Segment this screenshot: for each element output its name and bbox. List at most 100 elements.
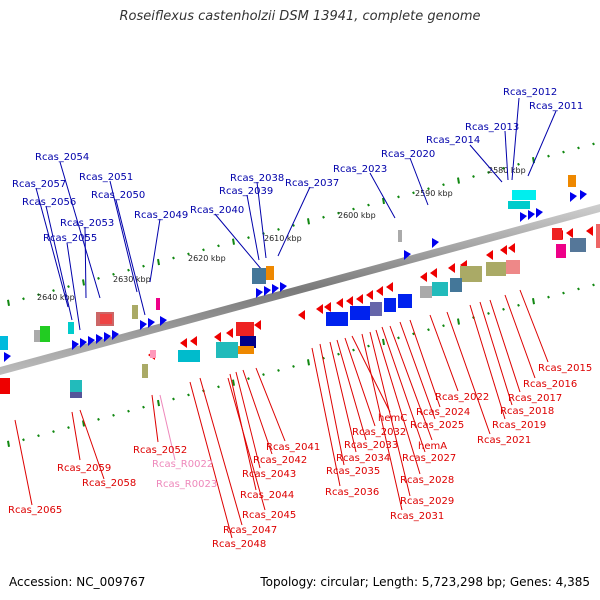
scale-tick xyxy=(307,218,310,225)
scale-tick xyxy=(382,197,385,205)
gene-label[interactable]: Rcas_2053 xyxy=(60,218,114,229)
gene-label[interactable]: Rcas_2040 xyxy=(190,205,244,216)
gene-block xyxy=(156,298,160,310)
gene-label[interactable]: Rcas_2014 xyxy=(426,135,480,146)
scale-tick xyxy=(382,338,385,346)
reverse-leader-lines xyxy=(14,289,549,539)
scale-tick xyxy=(517,303,520,307)
gene-label[interactable]: Rcas_2023 xyxy=(333,164,387,175)
gene-label[interactable]: Rcas_2029 xyxy=(400,496,454,507)
gene-block xyxy=(512,190,536,200)
gene-label[interactable]: Rcas_2065 xyxy=(8,505,62,516)
gene-label[interactable]: Rcas_2038 xyxy=(230,173,284,184)
gene-label[interactable]: Rcas_2034 xyxy=(336,453,390,464)
map-title: Roseiflexus castenholzii DSM 13941, comp… xyxy=(119,9,481,24)
gene-label[interactable]: Rcas_2035 xyxy=(326,466,380,477)
gene-label[interactable]: Rcas_2019 xyxy=(492,420,546,431)
reverse-gene xyxy=(430,268,437,278)
forward-gene xyxy=(160,316,167,326)
scale-tick xyxy=(292,223,295,227)
reverse-gene xyxy=(316,304,323,314)
gene-label[interactable]: Rcas_2059 xyxy=(57,463,111,474)
gene-label[interactable]: Rcas_2043 xyxy=(242,469,296,480)
gene-block xyxy=(596,224,600,248)
gene-label[interactable]: Rcas_2057 xyxy=(12,179,66,190)
gene-label[interactable]: Rcas_2022 xyxy=(435,392,489,403)
gene-label[interactable]: hemC xyxy=(378,413,407,424)
rna-label[interactable]: Rcas_R0023 xyxy=(156,479,217,490)
scale-tick xyxy=(592,283,595,287)
gene-label[interactable]: Rcas_2021 xyxy=(477,435,531,446)
scale-tick xyxy=(427,187,430,191)
gene-label[interactable]: Rcas_2031 xyxy=(390,511,444,522)
gene-label[interactable]: Rcas_2042 xyxy=(253,455,307,466)
reverse-gene-labels: Rcas_2015 Rcas_2016 Rcas_2017 Rcas_2018 … xyxy=(8,363,592,550)
forward-leader-lines xyxy=(35,97,557,331)
gene-label[interactable]: Rcas_2056 xyxy=(22,197,76,208)
reverse-gene xyxy=(586,226,593,236)
gene-label[interactable]: Rcas_2045 xyxy=(242,510,296,521)
gene-block xyxy=(34,330,40,342)
scale-tick xyxy=(217,244,220,248)
scale-tick xyxy=(67,285,70,288)
gene-label[interactable]: Rcas_2018 xyxy=(500,406,554,417)
reverse-gene xyxy=(190,336,197,346)
gene-label[interactable]: Rcas_2058 xyxy=(82,478,136,489)
gene-label[interactable]: Rcas_2052 xyxy=(133,445,187,456)
gene-label[interactable]: Rcas_2041 xyxy=(266,442,320,453)
gene-label[interactable]: Rcas_2011 xyxy=(529,101,583,112)
scale-tick xyxy=(562,150,565,154)
gene-label[interactable]: Rcas_2036 xyxy=(325,487,379,498)
scale-tick xyxy=(487,311,490,315)
gene-label[interactable]: Rcas_2015 xyxy=(538,363,592,374)
gene-label[interactable]: hemA xyxy=(418,441,447,452)
gene-label[interactable]: Rcas_2016 xyxy=(523,379,577,390)
scale-tick xyxy=(157,399,160,407)
scale-tick xyxy=(262,373,265,376)
rna-label[interactable]: Rcas_R0022 xyxy=(152,459,213,470)
gene-label[interactable]: Rcas_2012 xyxy=(503,87,557,98)
gene-label[interactable]: Rcas_2050 xyxy=(91,190,145,201)
gene-label[interactable]: Rcas_2027 xyxy=(402,453,456,464)
forward-gene xyxy=(140,320,147,330)
gene-label[interactable]: Rcas_2024 xyxy=(416,407,470,418)
forward-gene xyxy=(528,210,535,220)
gene-label[interactable]: Rcas_2044 xyxy=(240,490,294,501)
gene-label[interactable]: Rcas_2047 xyxy=(223,525,277,536)
gene-label[interactable]: Rcas_2054 xyxy=(35,152,89,163)
scale-tick xyxy=(112,272,115,276)
scale-tick xyxy=(502,307,505,311)
reverse-gene xyxy=(180,338,187,348)
forward-gene xyxy=(536,208,543,218)
gene-label[interactable]: Rcas_2025 xyxy=(410,420,464,431)
gene-block xyxy=(178,350,200,362)
gene-label[interactable]: Rcas_2039 xyxy=(219,186,273,197)
gene-label[interactable]: Rcas_2017 xyxy=(508,393,562,404)
gene-label[interactable]: Rcas_2048 xyxy=(212,539,266,550)
scale-tick xyxy=(352,348,355,352)
scale-tick xyxy=(7,440,10,447)
gene-block xyxy=(150,350,156,358)
gene-label[interactable]: Rcas_2037 xyxy=(285,178,339,189)
gene-label[interactable]: Rcas_2020 xyxy=(381,149,435,160)
reverse-gene xyxy=(566,228,573,238)
scale-tick xyxy=(172,256,175,260)
gene-block xyxy=(570,238,586,252)
forward-gene xyxy=(272,284,279,294)
kbp-label: 2620 kbp xyxy=(188,254,226,263)
gene-label[interactable]: Rcas_2033 xyxy=(344,440,398,451)
gene-label[interactable]: Rcas_2055 xyxy=(43,233,97,244)
reverse-gene xyxy=(420,272,427,282)
forward-gene xyxy=(112,330,119,340)
gene-label[interactable]: Rcas_2013 xyxy=(465,122,519,133)
gene-label[interactable]: Rcas_2028 xyxy=(400,475,454,486)
reverse-gene xyxy=(214,332,221,342)
gene-label[interactable]: Rcas_2032 xyxy=(352,427,406,438)
gene-label[interactable]: Rcas_2049 xyxy=(134,210,188,221)
gene-features xyxy=(0,175,600,398)
gene-block xyxy=(100,314,112,324)
gene-block xyxy=(398,294,412,308)
gene-label[interactable]: Rcas_2051 xyxy=(79,172,133,183)
gene-block xyxy=(432,282,448,296)
reverse-gene xyxy=(366,290,373,300)
